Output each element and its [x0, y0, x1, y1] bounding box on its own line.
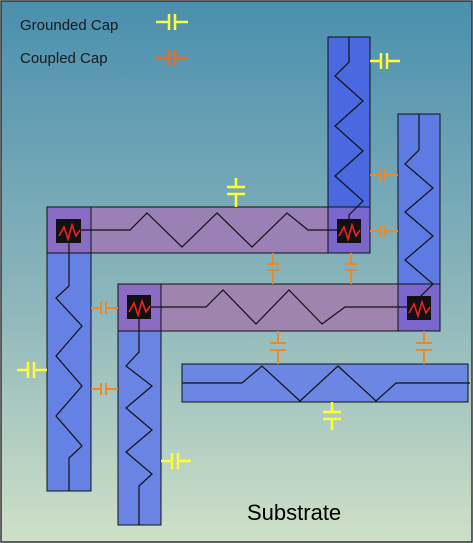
legend-coupled-cap-icon — [156, 50, 188, 66]
via-upper-right — [337, 219, 361, 243]
via-middle-left — [127, 295, 151, 319]
coupled-cap-left-center-b — [91, 383, 118, 395]
grounded-cap-upper-wire — [227, 178, 245, 207]
resistor-horizontal-bottom — [182, 365, 470, 402]
grounded-cap-top-right — [370, 53, 400, 69]
via-upper-left — [56, 219, 81, 243]
resistor-horizontal-upper — [69, 212, 349, 248]
grounded-cap-left — [17, 362, 47, 378]
grounded-cap-center-bottom — [161, 453, 191, 469]
coupled-cap-middle-bottom-a — [270, 331, 286, 364]
resistor-vertical-right — [404, 114, 434, 307]
coupled-cap-vertical-pair-b — [370, 225, 398, 237]
coupled-cap-middle-bottom-b — [416, 331, 432, 364]
coupled-cap-left-center-a — [91, 302, 118, 314]
resistor-vertical-top — [334, 37, 364, 230]
legend-coupled-label: Coupled Cap — [20, 50, 108, 67]
coupled-cap-vertical-pair-a — [370, 169, 398, 181]
resistor-vertical-center — [125, 307, 153, 525]
via-middle-right — [407, 296, 431, 320]
resistor-vertical-left — [55, 230, 83, 491]
resistor-horizontal-middle — [139, 289, 419, 325]
coupled-cap-horizontal-pair-a — [267, 253, 279, 284]
grounded-cap-bottom-wire — [323, 402, 341, 430]
legend-grounded-label: Grounded Cap — [20, 17, 118, 34]
legend-grounded-cap-icon — [156, 14, 188, 30]
substrate-label: Substrate — [247, 500, 341, 525]
coupled-cap-horizontal-pair-b — [345, 253, 357, 284]
wire-vertical-left — [46, 252, 92, 492]
